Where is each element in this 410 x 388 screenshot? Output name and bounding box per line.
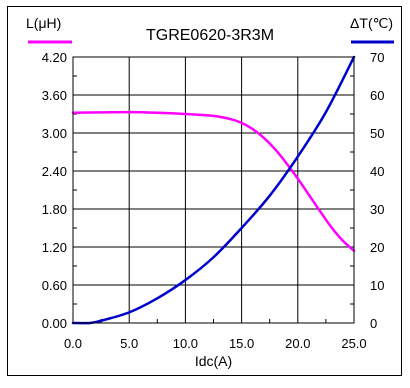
- y-right-tick-label: 50: [370, 126, 384, 141]
- y-left-tick-label: 2.40: [42, 164, 67, 179]
- x-tick-label: 5.0: [120, 336, 138, 351]
- y-right-tick-label: 10: [370, 278, 384, 293]
- x-tick-label: 10.0: [173, 336, 198, 351]
- y-right-tick-label: 40: [370, 164, 384, 179]
- axis-ticks: 0.0 5.0 10.0 15.0 20.0 25.0 0.00 0.60 1.20 1.80 2.…: [42, 50, 385, 351]
- right-axis-title: ΔT(℃): [350, 15, 393, 31]
- y-left-tick-label: 3.60: [42, 88, 67, 103]
- plot-area-border: [72, 56, 355, 324]
- series-line-temperature-rise: [71, 55, 356, 325]
- y-left-tick-label: 0.00: [42, 316, 67, 331]
- y-left-tick-label: 1.80: [42, 202, 67, 217]
- y-right-tick-label: 70: [370, 50, 384, 65]
- y-right-tick-label: 60: [370, 88, 384, 103]
- y-left-tick-label: 1.20: [42, 240, 67, 255]
- grid: [73, 57, 354, 323]
- left-axis-title: L(μH): [26, 15, 61, 31]
- series-layer: [71, 55, 356, 325]
- x-tick-label: 25.0: [341, 336, 366, 351]
- y-left-tick-label: 3.00: [42, 126, 67, 141]
- x-tick-label: 0.0: [64, 336, 82, 351]
- x-tick-label: 15.0: [229, 336, 254, 351]
- x-tick-label: 20.0: [285, 336, 310, 351]
- chart-title: TGRE0620-3R3M: [146, 27, 274, 44]
- y-right-tick-label: 20: [370, 240, 384, 255]
- y-left-tick-label: 0.60: [42, 278, 67, 293]
- series-line-inductance: [71, 110, 356, 253]
- y-right-tick-label: 30: [370, 202, 384, 217]
- y-left-tick-label: 4.20: [42, 50, 67, 65]
- x-axis-title: Idc(A): [195, 353, 232, 369]
- y-right-tick-label: 0: [370, 316, 377, 331]
